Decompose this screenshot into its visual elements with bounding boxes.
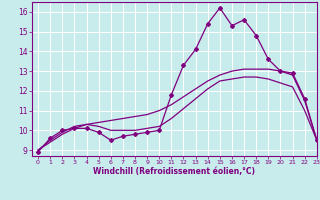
X-axis label: Windchill (Refroidissement éolien,°C): Windchill (Refroidissement éolien,°C) [93, 167, 255, 176]
